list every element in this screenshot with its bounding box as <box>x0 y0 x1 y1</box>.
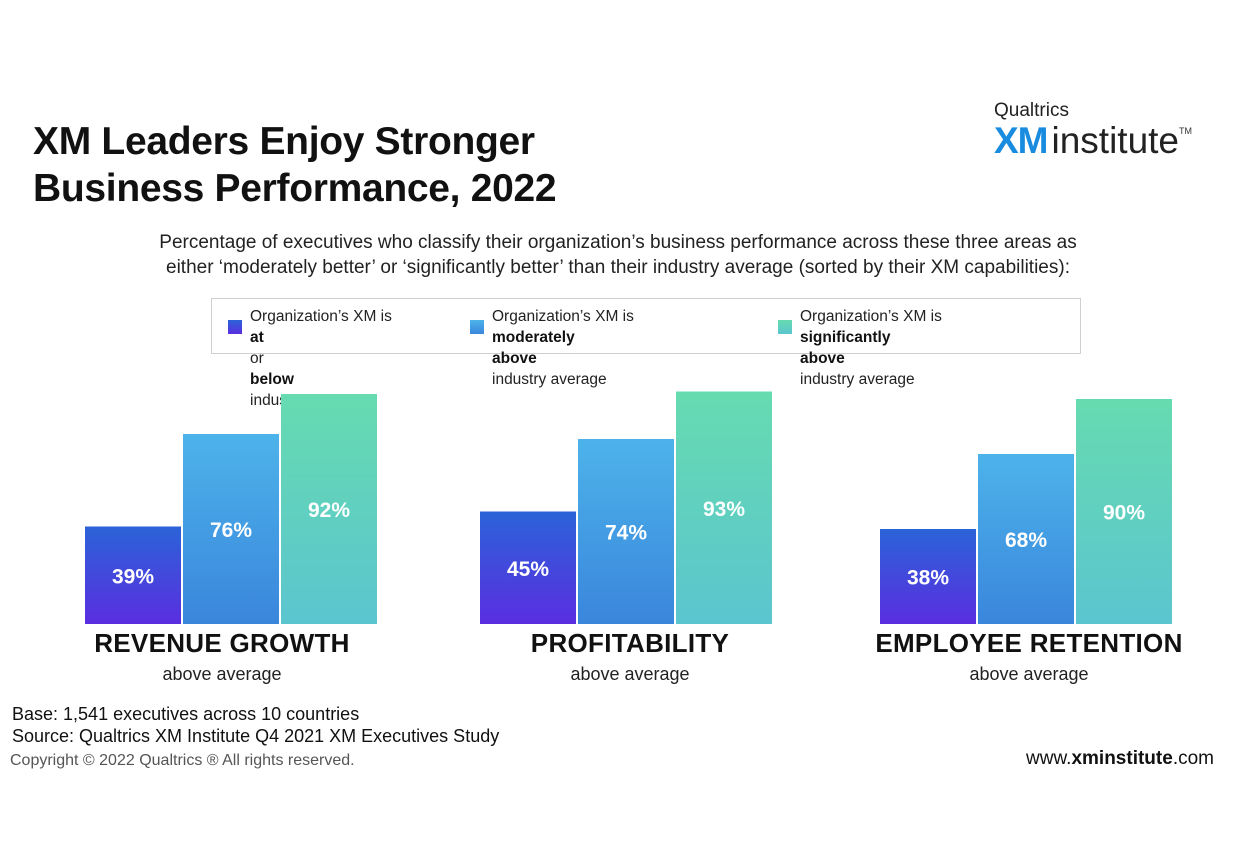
xm-institute-logo: Qualtrics XM instituteTM <box>974 100 1214 170</box>
bar-label-revenue-growth-series-3: 92% <box>308 499 350 522</box>
logo-xm: XM <box>994 120 1048 161</box>
base-note: Base: 1,541 executives across 10 countri… <box>12 703 499 747</box>
bar-revenue-growth-series-3 <box>281 394 377 624</box>
logo-main: XM instituteTM <box>994 120 1192 162</box>
bar-label-profitability-series-3: 93% <box>703 498 745 521</box>
bar-label-profitability-series-1: 45% <box>507 558 549 581</box>
legend-text: Organization’s XM is moderately above in… <box>492 308 634 388</box>
copyright: Copyright © 2022 Qualtrics ® All rights … <box>10 752 355 769</box>
chart-title-line-2: Business Performance, 2022 <box>33 167 557 210</box>
bar-employee-retention-series-1 <box>880 529 976 624</box>
bar-label-employee-retention-series-2: 68% <box>1005 529 1047 552</box>
bar-profitability-series-1 <box>480 511 576 624</box>
bar-revenue-growth-series-1 <box>85 526 181 624</box>
category-label-revenue-growth: REVENUE GROWTH <box>94 628 350 658</box>
bar-revenue-growth-series-2 <box>183 434 279 624</box>
category-sublabel-profitability: above average <box>570 664 690 684</box>
website-link[interactable]: www.xminstitute.com <box>1026 748 1214 769</box>
legend-swatch-at-or-below <box>228 320 242 334</box>
subtitle-line-2: either ‘moderately better’ or ‘significa… <box>166 257 1070 278</box>
logo-institute: institute <box>1051 120 1180 161</box>
bar-label-revenue-growth-series-2: 76% <box>210 519 252 542</box>
logo-tm: TM <box>1179 126 1193 136</box>
category-sublabel-revenue-growth: above average <box>162 664 282 684</box>
logo-qualtrics-text: Qualtrics <box>994 100 1069 121</box>
bar-label-employee-retention-series-1: 38% <box>907 567 949 590</box>
bar-profitability-series-2 <box>578 439 674 624</box>
legend-swatch-moderately-above <box>470 320 484 334</box>
category-label-profitability: PROFITABILITY <box>530 628 730 658</box>
category-label-employee-retention: EMPLOYEE RETENTION <box>875 628 1183 658</box>
bar-label-employee-retention-series-3: 90% <box>1103 502 1145 525</box>
bar-label-profitability-series-2: 74% <box>605 522 647 545</box>
bar-label-revenue-growth-series-1: 39% <box>112 565 154 588</box>
source-line: Source: Qualtrics XM Institute Q4 2021 X… <box>12 726 500 746</box>
legend-swatch-significantly-above <box>778 320 792 334</box>
category-sublabel-employee-retention: above average <box>969 664 1089 684</box>
base-line: Base: 1,541 executives across 10 countri… <box>12 704 360 724</box>
subtitle-line-1: Percentage of executives who classify th… <box>159 232 1077 253</box>
bar-employee-retention-series-3 <box>1076 399 1172 624</box>
chart-legend: Organization’s XM is at or below industr… <box>211 298 1081 409</box>
bar-employee-retention-series-2 <box>978 454 1074 624</box>
chart-title: XM Leaders Enjoy Stronger Business Perfo… <box>33 118 733 212</box>
legend-text: Organization’s XM is significantly above… <box>800 308 942 388</box>
chart-subtitle: Percentage of executives who classify th… <box>0 230 1236 280</box>
chart-title-line-1: XM Leaders Enjoy Stronger <box>33 120 535 163</box>
bar-profitability-series-3 <box>676 391 772 624</box>
